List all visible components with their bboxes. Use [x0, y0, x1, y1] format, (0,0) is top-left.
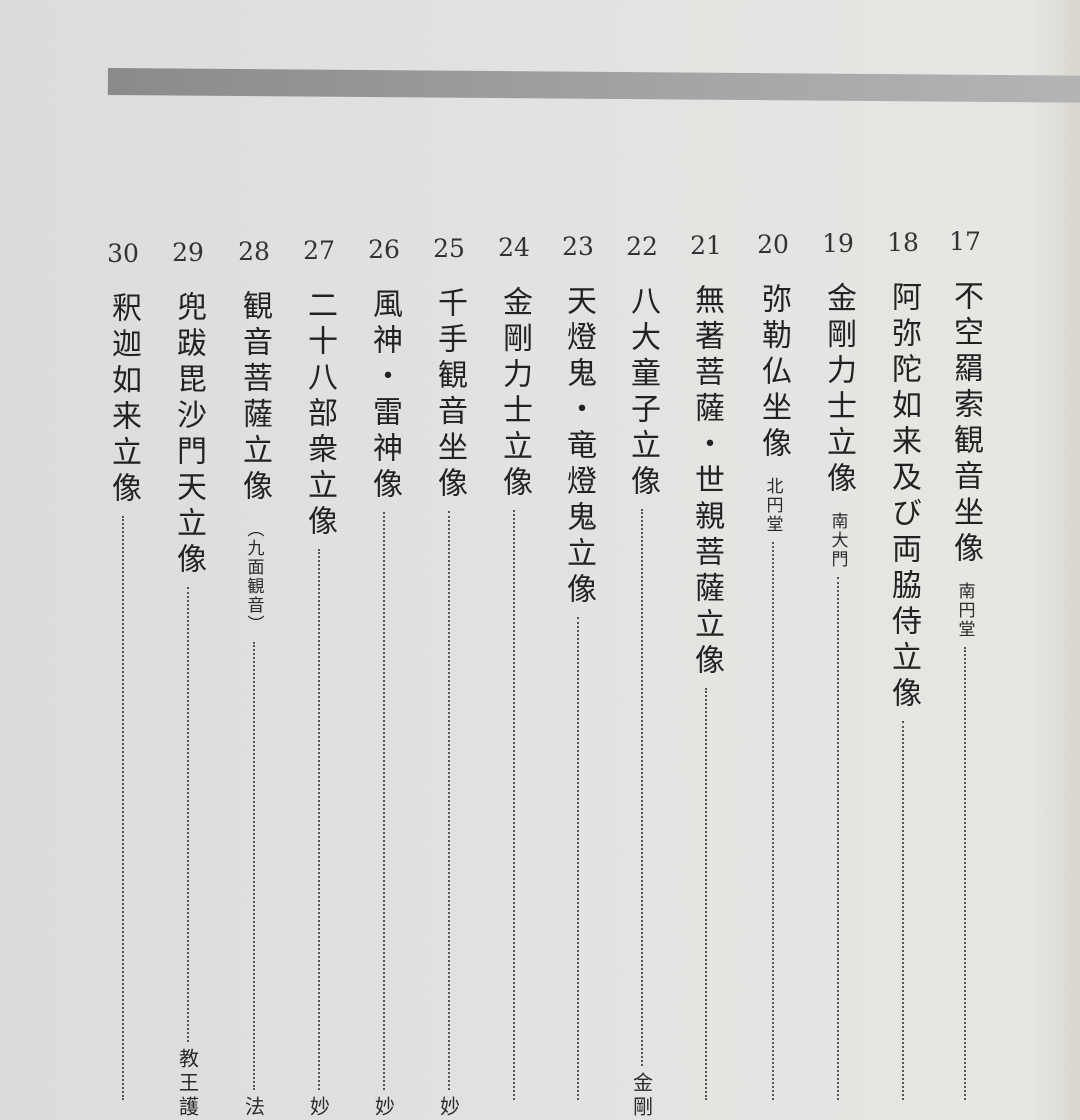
dot-leader — [318, 549, 320, 1090]
entry-title: 二十八部衆立像 — [297, 289, 341, 541]
entry-number: 20 — [757, 225, 789, 265]
entry-note: 北円堂 — [761, 477, 786, 534]
entry-location: 教王護 — [174, 1048, 203, 1120]
dot-leader — [705, 688, 707, 1100]
toc-entry: 29 兜跋毘沙門天立像教王護 — [158, 233, 218, 1120]
dot-leader — [122, 516, 124, 1100]
toc-entry: 22 八大童子立像金剛 — [612, 227, 672, 1120]
toc-entry: 26 風神・雷神像妙 — [354, 230, 414, 1120]
entry-number: 25 — [433, 229, 465, 269]
entry-number: 23 — [562, 227, 594, 267]
dot-leader — [837, 577, 839, 1100]
entry-location: 金剛 — [628, 1072, 657, 1120]
entry-number: 19 — [822, 224, 854, 264]
toc-entry: 28 観音菩薩立像 （九面観音） 法 — [224, 232, 284, 1120]
entry-title: 兜跋毘沙門天立像 — [166, 291, 210, 579]
toc-entry: 20 弥勒仏坐像北円堂 — [743, 225, 803, 1100]
toc-entry: 21 無著菩薩・世親菩薩立像 — [676, 226, 736, 1100]
dot-leader — [383, 512, 385, 1090]
dot-leader — [964, 647, 966, 1100]
dot-leader — [253, 642, 255, 1090]
entry-location: 妙 — [370, 1096, 399, 1120]
toc-entry: 18 阿弥陀如来及び両脇侍立像 — [873, 223, 933, 1100]
entry-title: 弥勒仏坐像 — [751, 283, 795, 463]
dot-leader — [513, 510, 515, 1100]
toc-entry: 23 天燈鬼・竜燈鬼立像 — [548, 227, 608, 1100]
entry-location: 妙 — [435, 1096, 464, 1120]
entry-title: 金剛力士立像 — [492, 286, 536, 502]
entry-number: 18 — [887, 223, 919, 263]
entry-note: 南円堂 — [953, 582, 978, 639]
dot-leader — [577, 617, 579, 1100]
entry-title: 観音菩薩立像 — [232, 290, 276, 506]
toc-entry: 25 千手観音坐像妙 — [419, 229, 479, 1120]
entry-location: 法 — [240, 1096, 269, 1120]
entry-title: 不空羂索観音坐像 — [943, 280, 987, 568]
dot-leader — [448, 511, 450, 1090]
dot-leader — [772, 542, 774, 1100]
dot-leader — [187, 587, 189, 1042]
entry-number: 21 — [690, 226, 722, 266]
toc-entry: 17 不空羂索観音坐像南円堂 — [935, 222, 995, 1100]
entry-title: 風神・雷神像 — [362, 288, 406, 504]
toc-entry: 27 二十八部衆立像妙 — [289, 231, 349, 1120]
entry-title: 天燈鬼・竜燈鬼立像 — [556, 285, 600, 609]
entry-number: 22 — [626, 227, 658, 267]
dot-leader — [902, 721, 904, 1100]
entry-number: 24 — [498, 228, 530, 268]
entry-location: 妙 — [305, 1096, 334, 1120]
toc-entry: 24 金剛力士立像 — [484, 228, 544, 1100]
entry-number: 26 — [368, 230, 400, 270]
entry-number: 17 — [949, 222, 981, 262]
entry-title: 無著菩薩・世親菩薩立像 — [684, 284, 728, 680]
toc-entry: 30 釈迦如来立像 — [93, 234, 153, 1100]
entry-number: 29 — [172, 233, 204, 273]
entry-note: （九面観音） — [242, 520, 267, 634]
entry-number: 27 — [303, 231, 335, 271]
dot-leader — [641, 509, 643, 1067]
entry-title: 八大童子立像 — [620, 285, 664, 501]
entry-note: 南大門 — [826, 512, 851, 569]
entry-title: 金剛力士立像 — [816, 282, 860, 498]
entry-title: 千手観音坐像 — [427, 287, 471, 503]
entry-number: 28 — [238, 232, 270, 272]
header-bar — [108, 68, 1080, 103]
entry-number: 30 — [107, 234, 139, 274]
entry-title: 釈迦如来立像 — [101, 292, 145, 508]
entry-title: 阿弥陀如来及び両脇侍立像 — [881, 281, 925, 713]
toc-entry: 19 金剛力士立像南大門 — [808, 224, 868, 1100]
